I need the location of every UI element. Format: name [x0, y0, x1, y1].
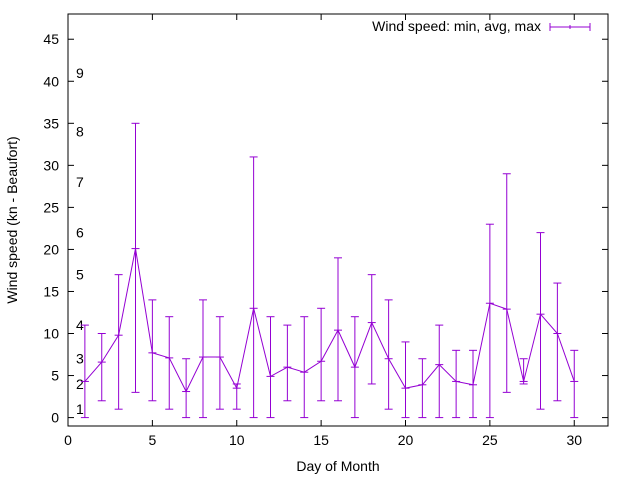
legend: Wind speed: min, avg, max — [372, 18, 591, 34]
error-bars — [80, 122, 579, 419]
x-tick-label: 30 — [566, 432, 582, 448]
y-tick-label: 15 — [43, 283, 59, 299]
x-tick-label: 5 — [148, 432, 156, 448]
y-tick-label: 25 — [43, 199, 59, 215]
beaufort-label: 6 — [76, 225, 84, 241]
y-tick-label: 5 — [51, 368, 59, 384]
beaufort-label: 7 — [76, 174, 84, 190]
x-tick-label: 10 — [229, 432, 245, 448]
plot-frame — [67, 13, 609, 427]
legend-label: Wind speed: min, avg, max — [372, 18, 541, 34]
beaufort-label: 4 — [76, 317, 84, 333]
y-tick-label: 0 — [51, 410, 59, 426]
x-tick-label: 25 — [482, 432, 498, 448]
y-tick-label: 40 — [43, 73, 59, 89]
x-axis-title: Day of Month — [296, 458, 379, 474]
x-tick-label: 15 — [313, 432, 329, 448]
beaufort-label: 3 — [76, 351, 84, 367]
y-tick-label: 35 — [43, 115, 59, 131]
beaufort-label: 8 — [76, 124, 84, 140]
y-axis-title: Wind speed (kn - Beaufort) — [4, 136, 20, 303]
beaufort-label: 5 — [76, 267, 84, 283]
x-tick-label: 20 — [398, 432, 414, 448]
x-tick-label: 0 — [64, 432, 72, 448]
y-tick-label: 45 — [43, 31, 59, 47]
beaufort-scale-labels: 1 2 3 4 5 6 7 8 9 — [76, 65, 84, 417]
y-tick-label: 30 — [43, 157, 59, 173]
series-line-group — [84, 248, 575, 393]
series-line — [84, 248, 575, 393]
x-axis-ticks: 0 5 10 15 20 25 30 — [64, 14, 582, 448]
y-tick-label: 10 — [43, 326, 59, 342]
beaufort-label: 9 — [76, 65, 84, 81]
beaufort-label: 1 — [76, 401, 84, 417]
beaufort-label: 2 — [76, 376, 84, 392]
y-tick-label: 20 — [43, 241, 59, 257]
